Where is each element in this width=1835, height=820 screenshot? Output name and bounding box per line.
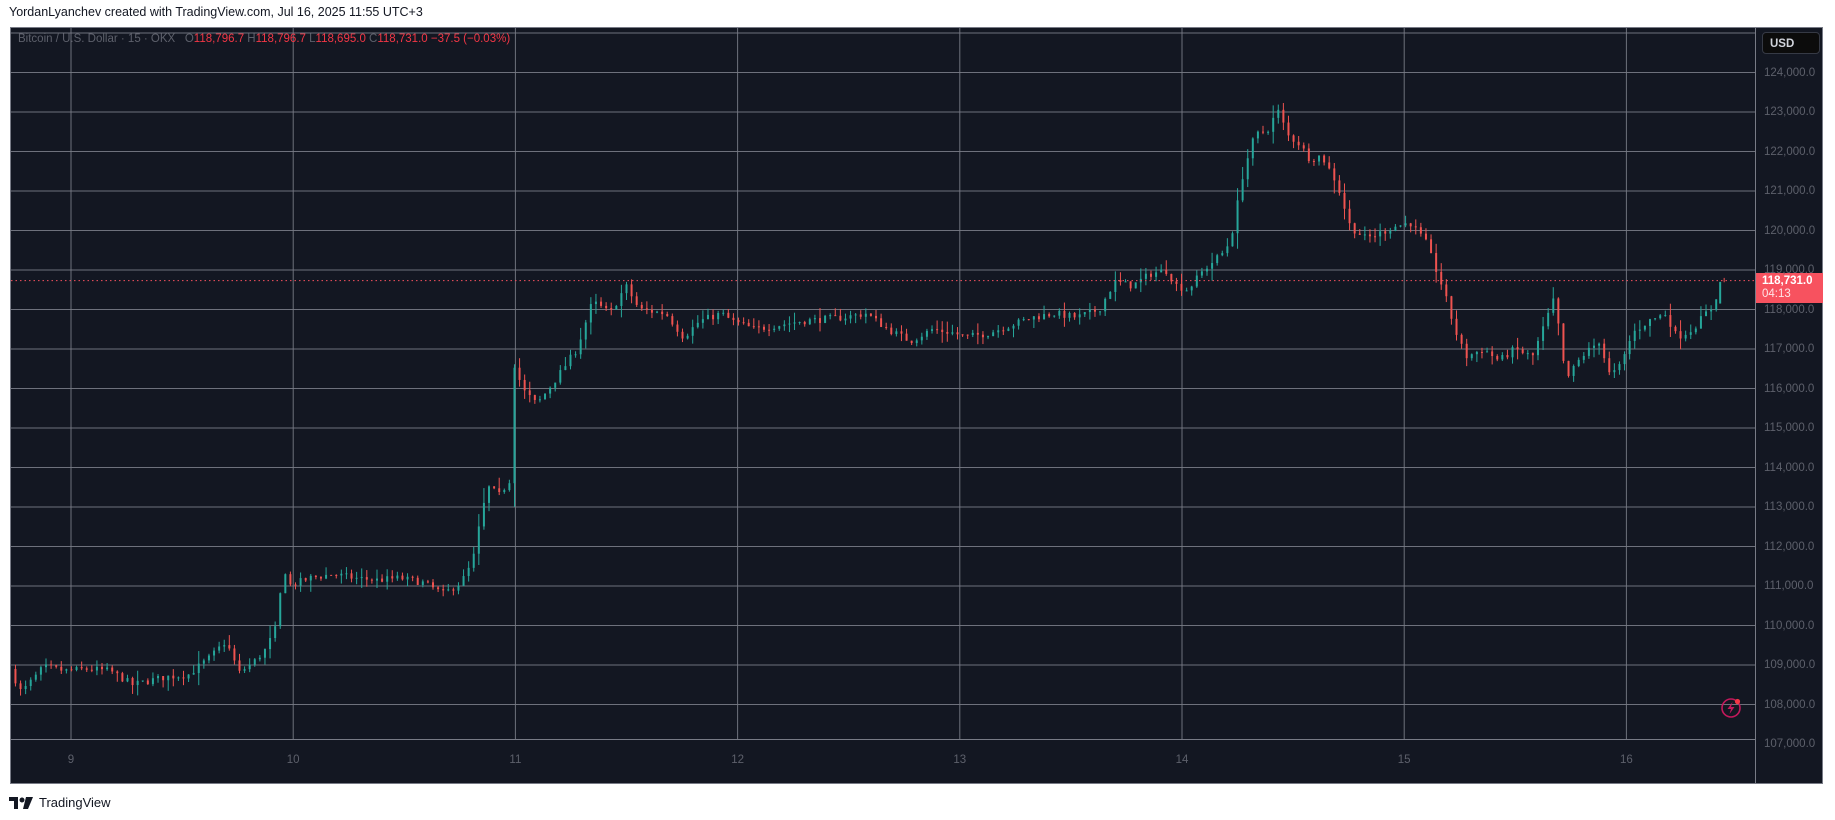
high-value: 118,796.7 xyxy=(255,33,306,45)
price-tick-label: 123,000.0 xyxy=(1764,106,1816,118)
low-value: 118,695.0 xyxy=(315,33,366,45)
time-axis[interactable]: 9 10 11 12 13 14 15 16 xyxy=(11,739,1755,784)
time-tick-label: 12 xyxy=(731,754,744,766)
last-price-value: 118,731.0 xyxy=(1762,274,1813,287)
symbol-label[interactable]: Bitcoin / U.S. Dollar · 15 · OKX xyxy=(18,33,176,45)
tradingview-logo-icon xyxy=(9,796,33,809)
time-tick-label: 14 xyxy=(1175,754,1189,766)
price-tick-label: 118,000.0 xyxy=(1764,303,1815,316)
price-tick-label: 115,000.0 xyxy=(1764,422,1815,434)
time-tick-label: 16 xyxy=(1619,754,1633,766)
chart-frame: Bitcoin / U.S. Dollar · 15 · OKX O118,79… xyxy=(10,27,1823,784)
ohlc-legend: Bitcoin / U.S. Dollar · 15 · OKX O118,79… xyxy=(18,33,510,45)
price-axis[interactable]: USD 118,731.0 04:13 107,000.0 108,000.0 10… xyxy=(1755,28,1824,783)
price-tick-label: 112,000.0 xyxy=(1764,540,1815,553)
candlestick-chart[interactable] xyxy=(11,28,1755,745)
price-tick-label: 117,000.0 xyxy=(1764,343,1815,355)
price-tick-label: 121,000.0 xyxy=(1764,185,1816,197)
price-tick-label: 107,000.0 xyxy=(1764,738,1816,750)
currency-button[interactable]: USD xyxy=(1762,32,1820,54)
high-label: H xyxy=(247,33,256,45)
bar-countdown: 04:13 xyxy=(1762,287,1791,300)
time-tick-label: 9 xyxy=(67,754,75,766)
price-tick-label: 122,000.0 xyxy=(1764,145,1816,158)
time-tick-label: 15 xyxy=(1397,754,1411,766)
time-tick-label: 13 xyxy=(953,754,967,766)
price-tick-label: 119,000.0 xyxy=(1764,264,1815,276)
time-tick-label: 10 xyxy=(286,754,300,766)
price-tick-label: 120,000.0 xyxy=(1764,224,1816,237)
price-tick-label: 124,000.0 xyxy=(1764,66,1816,79)
footer-brand: TradingView xyxy=(9,795,111,810)
close-value: 118,731.0 xyxy=(377,33,428,45)
time-tick-label: 11 xyxy=(509,754,522,766)
price-tick-label: 111,000.0 xyxy=(1764,580,1814,592)
price-tick-label: 110,000.0 xyxy=(1764,619,1815,632)
open-label: O xyxy=(184,33,194,45)
attribution-text: YordanLyanchev created with TradingView.… xyxy=(9,5,423,19)
price-tick-label: 114,000.0 xyxy=(1764,461,1815,474)
chart-plot-area[interactable]: Bitcoin / U.S. Dollar · 15 · OKX O118,79… xyxy=(11,28,1755,745)
change-value: −37.5 (−0.03%) xyxy=(430,33,511,45)
price-tick-label: 116,000.0 xyxy=(1764,382,1815,395)
last-price-label: 118,731.0 04:13 xyxy=(1756,272,1823,303)
lightning-alert-icon[interactable] xyxy=(1720,697,1742,719)
footer-brand-text: TradingView xyxy=(39,795,111,810)
price-tick-label: 109,000.0 xyxy=(1764,659,1816,671)
open-value: 118,796.7 xyxy=(193,33,245,45)
price-tick-label: 108,000.0 xyxy=(1764,698,1816,711)
price-tick-label: 113,000.0 xyxy=(1764,501,1815,513)
close-label: C xyxy=(369,33,378,45)
low-label: L xyxy=(309,33,316,45)
